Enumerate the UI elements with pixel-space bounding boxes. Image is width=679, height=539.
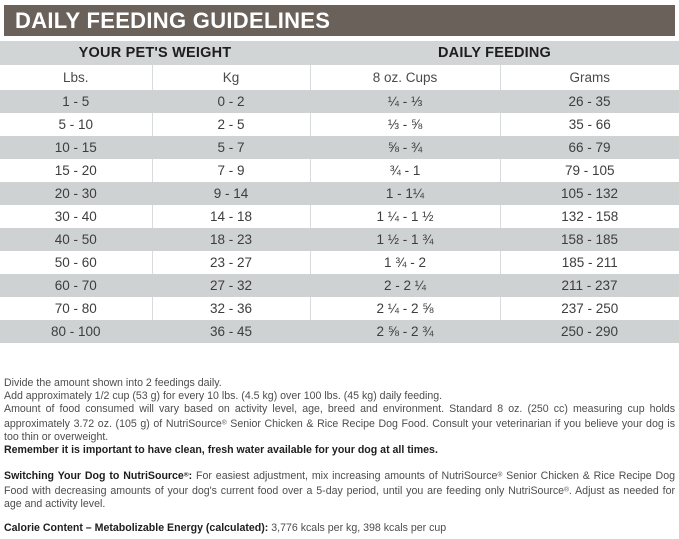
cell-lbs: 1 - 5 <box>0 90 153 113</box>
cell-kg: 18 - 23 <box>152 228 311 251</box>
cell-kg: 7 - 9 <box>152 159 311 182</box>
note-calorie-heading: Calorie Content – Metabolizable Energy (… <box>4 522 269 535</box>
note-fresh-water-text: Remember it is important to have clean, … <box>4 444 438 457</box>
column-header-lbs: Lbs. <box>0 65 153 90</box>
cell-cups: 1 ½ - 1 ¾ <box>310 228 501 251</box>
table-row: 50 - 60 23 - 27 1 ¾ - 2 185 - 211 <box>0 251 679 274</box>
note-switching-heading: Switching Your Dog to NutriSource®: <box>4 470 193 483</box>
cell-grams: 26 - 35 <box>500 90 679 113</box>
cell-lbs: 20 - 30 <box>0 182 153 205</box>
cell-grams: 158 - 185 <box>500 228 679 251</box>
note-amount-of-food-text: Amount of food consumed will vary based … <box>4 403 675 444</box>
cell-cups: ¾ - 1 <box>310 159 501 182</box>
cell-kg: 9 - 14 <box>152 182 311 205</box>
note-fresh-water: Remember it is important to have clean, … <box>4 444 675 457</box>
cell-kg: 2 - 5 <box>152 113 311 136</box>
cell-lbs: 40 - 50 <box>0 228 153 251</box>
cell-grams: 132 - 158 <box>500 205 679 228</box>
cell-grams: 211 - 237 <box>500 274 679 297</box>
group-header-daily-feeding: DAILY FEEDING <box>310 41 679 65</box>
cell-cups: 1 ¼ - 1 ½ <box>310 205 501 228</box>
cell-kg: 27 - 32 <box>152 274 311 297</box>
note-amount-of-food: Amount of food consumed will vary based … <box>4 403 675 444</box>
cell-cups: ⅝ - ¾ <box>310 136 501 159</box>
column-header-kg: Kg <box>152 65 311 90</box>
cell-cups: ¼ - ⅓ <box>310 90 501 113</box>
table-row: 70 - 80 32 - 36 2 ¼ - 2 ⅝ 237 - 250 <box>0 297 679 320</box>
cell-cups: 2 ⅝ - 2 ¾ <box>310 320 501 343</box>
cell-kg: 0 - 2 <box>152 90 311 113</box>
group-header-pet-weight: YOUR PET'S WEIGHT <box>0 41 311 65</box>
cell-grams: 237 - 250 <box>500 297 679 320</box>
cell-lbs: 30 - 40 <box>0 205 153 228</box>
cell-lbs: 5 - 10 <box>0 113 153 136</box>
cell-lbs: 80 - 100 <box>0 320 153 343</box>
table-row: 80 - 100 36 - 45 2 ⅝ - 2 ¾ 250 - 290 <box>0 320 679 343</box>
cell-cups: 1 - 1¼ <box>310 182 501 205</box>
cell-lbs: 60 - 70 <box>0 274 153 297</box>
cell-cups: 2 ¼ - 2 ⅝ <box>310 297 501 320</box>
table-row: 40 - 50 18 - 23 1 ½ - 1 ¾ 158 - 185 <box>0 228 679 251</box>
group-header-row: YOUR PET'S WEIGHT DAILY FEEDING <box>0 41 679 65</box>
cell-grams: 79 - 105 <box>500 159 679 182</box>
cell-lbs: 70 - 80 <box>0 297 153 320</box>
cell-lbs: 50 - 60 <box>0 251 153 274</box>
notes-spacer-1 <box>4 457 675 468</box>
cell-kg: 5 - 7 <box>152 136 311 159</box>
notes-spacer-2 <box>4 511 675 522</box>
cell-kg: 23 - 27 <box>152 251 311 274</box>
column-header-grams: Grams <box>500 65 679 90</box>
column-header-row: Lbs. Kg 8 oz. Cups Grams <box>0 65 679 90</box>
note-switching: Switching Your Dog to NutriSource®: For … <box>4 468 675 511</box>
note-calorie-value: 3,776 kcals per kg, 398 kcals per cup <box>268 522 447 535</box>
column-header-cups: 8 oz. Cups <box>310 65 501 90</box>
table-row: 20 - 30 9 - 14 1 - 1¼ 105 - 132 <box>0 182 679 205</box>
cell-grams: 250 - 290 <box>500 320 679 343</box>
cell-grams: 66 - 79 <box>500 136 679 159</box>
note-calorie-content: Calorie Content – Metabolizable Energy (… <box>4 522 675 535</box>
note-add-approximately: Add approximately 1/2 cup (53 g) for eve… <box>4 390 443 403</box>
table-row: 30 - 40 14 - 18 1 ¼ - 1 ½ 132 - 158 <box>0 205 679 228</box>
table-row: 60 - 70 27 - 32 2 - 2 ¼ 211 - 237 <box>0 274 679 297</box>
cell-kg: 14 - 18 <box>152 205 311 228</box>
notes-section: Divide the amount shown into 2 feedings … <box>4 377 675 535</box>
cell-grams: 35 - 66 <box>500 113 679 136</box>
cell-cups: ⅓ - ⅝ <box>310 113 501 136</box>
cell-kg: 36 - 45 <box>152 320 311 343</box>
title-bar: DAILY FEEDING GUIDELINES <box>4 5 675 36</box>
cell-grams: 185 - 211 <box>500 251 679 274</box>
cell-cups: 1 ¾ - 2 <box>310 251 501 274</box>
note-divide-amount: Divide the amount shown into 2 feedings … <box>4 377 222 389</box>
cell-grams: 105 - 132 <box>500 182 679 205</box>
cell-kg: 32 - 36 <box>152 297 311 320</box>
cell-cups: 2 - 2 ¼ <box>310 274 501 297</box>
note-switching-body: For easiest adjustment, mix increasing a… <box>4 470 675 510</box>
cell-lbs: 10 - 15 <box>0 136 153 159</box>
feeding-table: YOUR PET'S WEIGHT DAILY FEEDING Lbs. Kg … <box>0 41 679 343</box>
page-title: DAILY FEEDING GUIDELINES <box>15 7 331 33</box>
cell-lbs: 15 - 20 <box>0 159 153 182</box>
